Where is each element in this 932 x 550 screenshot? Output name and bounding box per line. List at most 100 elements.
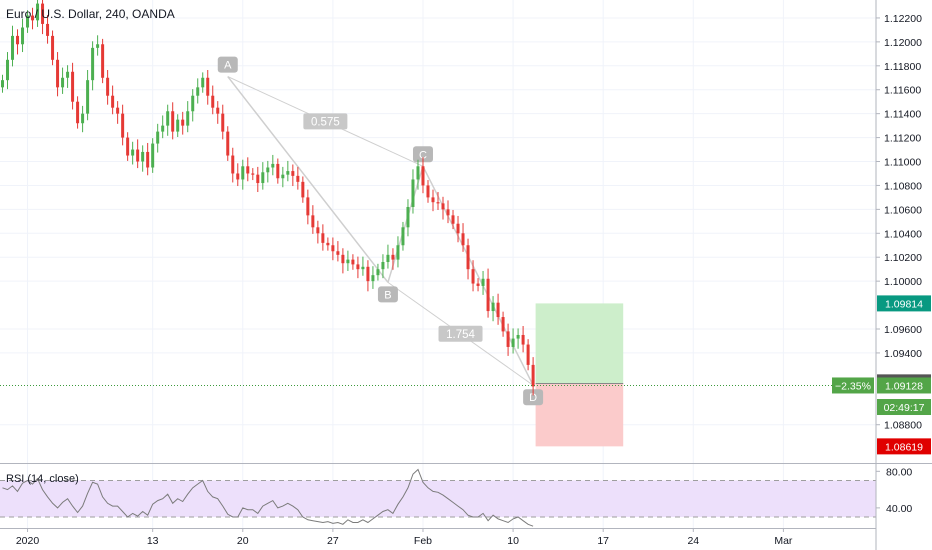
rsi-band [0,480,876,518]
candle-body [531,364,535,387]
candle-body [6,59,10,81]
candle-body [516,334,520,339]
candle [256,166,260,193]
price-axis[interactable]: 1.12200 1.12000 1.11800 1.11600 1.11400 1.112… [876,13,922,515]
candle-body [161,125,165,132]
loss-zone[interactable] [535,383,624,447]
long-position-tool[interactable] [535,303,624,447]
candle [21,18,25,53]
candle [351,254,355,270]
candle [186,101,190,133]
candle [421,157,425,194]
symbol-title[interactable]: Euro / U.S. Dollar, 240, OANDA [6,7,175,21]
candle-body [16,35,20,45]
candle [481,270,485,295]
candle-body [276,163,280,179]
candle-body [406,206,410,228]
candle-body [291,171,295,176]
candle [331,237,335,261]
point-label-box-c[interactable] [412,146,433,163]
candle-body [186,111,190,126]
candle-body [286,171,290,175]
candle [261,162,265,190]
candle [371,266,375,289]
candle-body [401,227,405,246]
candle-body [86,80,90,114]
point-label-box-b[interactable] [377,286,398,303]
candle-body [166,111,170,126]
candle-body [231,155,235,174]
candle [386,244,390,269]
point-label-a: A [224,60,232,72]
time-tick-label: Mar [774,535,793,547]
candle [91,41,95,91]
candle-body [41,3,45,24]
candle-body [211,95,215,108]
point-label-box-d[interactable] [523,389,544,406]
candle-body [311,215,315,228]
price-tick-label: 1.11800 [884,61,921,73]
candle [81,105,85,133]
candle [216,101,220,124]
candle-body [336,251,340,255]
candle-body [506,331,510,347]
candle [476,278,480,292]
abcd-pattern[interactable]: 0.575 1.754 A B C D [217,56,544,406]
time-tick-label: 10 [507,535,519,547]
point-label-box-a[interactable] [217,56,238,73]
candle-body [216,107,220,114]
candle-body [51,35,55,60]
candle-body [376,269,380,276]
candle [501,311,505,337]
candle [391,248,395,270]
candle [246,157,250,182]
candle-body [66,71,70,78]
candle-body [76,101,80,124]
candle [136,139,140,169]
rsi-label[interactable]: RSI (14, close) [6,473,79,485]
candle [306,189,310,225]
candle [396,236,400,268]
candle-body [256,174,260,184]
candle-body [396,245,400,260]
time-tick-label: 13 [147,535,159,547]
candle [321,224,325,251]
candle [441,196,445,220]
candle [506,323,510,356]
price-tick-label: 1.12000 [884,37,922,49]
candle [116,101,120,124]
candle [111,85,115,115]
ratio-label: 1.754 [446,329,475,341]
candle [106,69,110,105]
candle-body [136,149,140,162]
candle [296,166,300,190]
candle-body [411,179,415,207]
candle [471,260,475,292]
candle-body [366,266,370,282]
candle [101,38,105,84]
candle-body [471,269,475,284]
candle [451,209,455,230]
price-tick-label: 1.10400 [884,228,922,240]
candle-body [81,113,85,124]
candle-body [271,163,275,168]
price-tick-label: 1.11200 [884,133,921,145]
candle [346,250,350,271]
candle-body [11,35,15,60]
candle [446,200,450,224]
candle [56,52,60,97]
time-axis[interactable]: 2020 13 20 27 Feb 10 17 24 Mar [16,528,793,547]
candle [456,215,460,243]
time-tick-label: 27 [327,535,339,547]
candle-body [341,254,345,264]
candle-body [171,111,175,132]
candle [131,141,135,165]
change-badge [832,377,874,394]
candle [171,102,175,140]
profit-zone[interactable] [535,303,624,384]
candle [361,256,365,276]
ratio-label-box [438,325,483,342]
candle-body [301,181,305,198]
point-label-d: D [529,392,537,404]
